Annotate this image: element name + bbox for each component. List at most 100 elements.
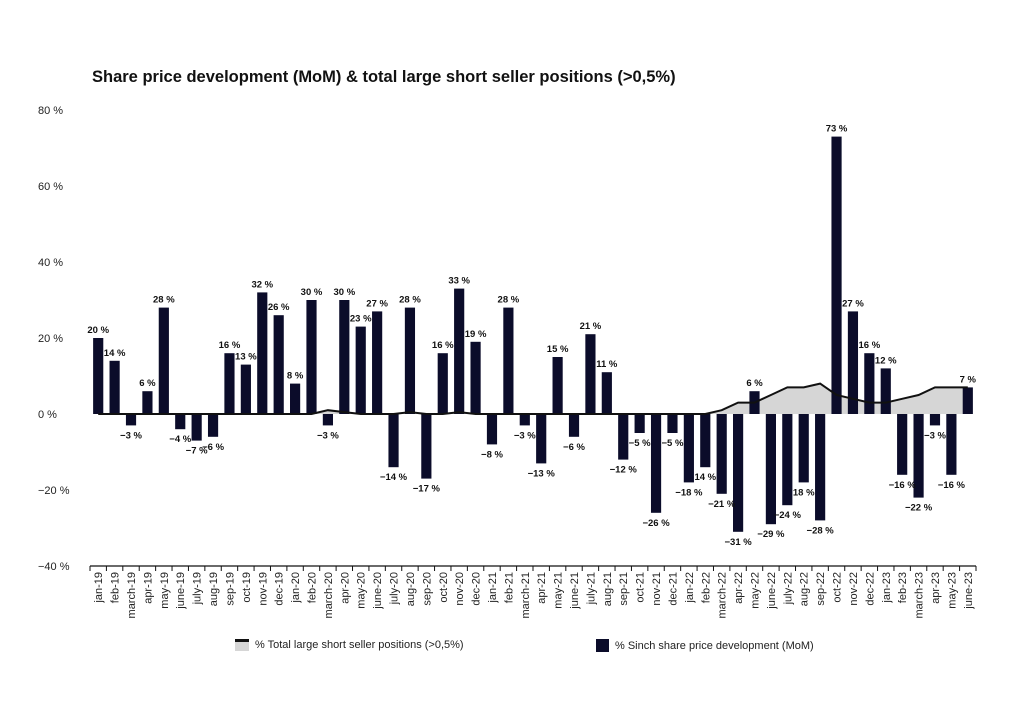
x-tick-label: june-21: [569, 572, 581, 610]
x-tick-label: oct-21: [635, 572, 647, 603]
x-tick-label: march-21: [520, 572, 532, 618]
x-tick-label: jan-20: [290, 572, 302, 604]
x-tick-label: dec-19: [274, 572, 286, 606]
y-axis: −40 % −20 % 0 % 20 % 40 % 60 % 80 %: [38, 105, 70, 573]
bar-value-label: 14 %: [694, 472, 716, 483]
bar-value-label: 16 %: [859, 340, 881, 351]
bar-value-label: −5 %: [662, 438, 684, 449]
bar-value-label: −13 %: [528, 468, 556, 479]
bar-value-label: 28 %: [399, 295, 421, 306]
bar-value-label: −29 %: [757, 529, 785, 540]
x-tick-label: sep-19: [224, 572, 236, 606]
bar-value-label: 6 %: [139, 378, 156, 389]
bar-march-21: [519, 414, 530, 426]
bar-value-label: −26 %: [642, 518, 670, 529]
bar-apr-19: [142, 391, 153, 414]
bar-june-19: [175, 414, 186, 430]
bar-value-label: −4 %: [169, 434, 191, 445]
bar-value-label: 12 %: [875, 355, 897, 366]
legend-swatch-bar: [596, 639, 609, 652]
bar-sep-20: [421, 414, 432, 479]
bar-nov-20: [454, 288, 465, 414]
bar-aug-20: [404, 307, 416, 414]
bar-oct-19: [240, 364, 251, 414]
x-tick-label: march-19: [126, 572, 138, 618]
bar-dec-19: [273, 315, 284, 414]
bar-march-20: [322, 414, 333, 426]
short-positions-line: [98, 382, 968, 415]
bar-value-label: −16 %: [889, 480, 917, 491]
x-tick-label: dec-21: [667, 572, 679, 606]
bar-value-label: 6 %: [746, 378, 763, 389]
legend-swatch-area: [235, 639, 249, 651]
x-tick-label: nov-21: [651, 572, 663, 606]
bar-value-label: −8 %: [481, 449, 503, 460]
x-tick-label: nov-19: [257, 572, 269, 606]
x-tick-label: aug-19: [208, 572, 220, 606]
bar-value-label: 21 %: [580, 321, 602, 332]
bar-jan-21: [486, 414, 498, 445]
bar-value-label: 14 %: [104, 348, 126, 359]
bar-value-label: 8 %: [287, 371, 304, 382]
bar-value-label: 19 %: [465, 329, 487, 340]
bar-value-label: 15 %: [547, 344, 569, 355]
bar-value-label: 28 %: [153, 295, 175, 306]
x-tick-label: apr-19: [142, 572, 154, 604]
bar-nov-19: [257, 292, 268, 414]
x-tick-label: feb-23: [897, 572, 909, 603]
bar-value-label: −12 %: [610, 465, 638, 476]
x-tick-label: jan-21: [487, 572, 499, 604]
bar-value-label: −5 %: [629, 438, 651, 449]
bar-nov-21: [650, 414, 662, 513]
bar-aug-21: [601, 372, 612, 414]
bar-value-label: 20 %: [87, 325, 109, 336]
x-tick-label: june-23: [963, 572, 975, 610]
x-tick-label: feb-22: [700, 572, 712, 603]
bar-jan-19: [93, 338, 104, 414]
bar-aug-19: [207, 414, 219, 437]
bar-value-label: 32 %: [251, 279, 273, 290]
bar-value-label: −16 %: [938, 480, 966, 491]
legend-item-short-positions: % Total large short seller positions (>0…: [235, 639, 464, 651]
chart-title: Share price development (MoM) & total la…: [92, 68, 676, 86]
bar-feb-19: [109, 360, 120, 414]
x-tick-label: sep-21: [618, 572, 630, 606]
bar-value-label: 27 %: [842, 298, 864, 309]
share-price-bars: [93, 136, 973, 532]
bar-value-label: 73 %: [826, 124, 848, 135]
bar-value-label: −7 %: [186, 446, 208, 457]
bar-feb-20: [306, 300, 317, 414]
x-tick-label: aug-22: [799, 572, 811, 606]
bar-july-22: [782, 414, 793, 506]
bar-jan-20: [290, 383, 301, 414]
legend-label-short-positions: % Total large short seller positions (>0…: [255, 639, 464, 651]
bar-feb-23: [897, 414, 908, 475]
bar-oct-21: [634, 414, 645, 433]
x-tick-label: july-19: [192, 572, 204, 605]
x-tick-label: apr-23: [930, 572, 942, 604]
x-axis: jan-19 feb-19 march-19 apr-19 may-19 june-19 j…: [89, 565, 977, 618]
bar-jan-22: [683, 414, 694, 483]
x-tick-label: nov-22: [848, 572, 860, 606]
y-tick-label: 80 %: [38, 105, 63, 117]
bar-value-label: −28 %: [807, 525, 835, 536]
x-tick-label: jan-22: [684, 572, 696, 604]
bar-may-19: [158, 307, 169, 414]
bar-value-label: −31 %: [724, 537, 752, 548]
bar-june-21: [568, 414, 580, 437]
bar-value-label: 16 %: [219, 340, 241, 351]
x-tick-label: july-20: [389, 572, 401, 605]
bar-july-21: [585, 334, 596, 414]
bar-nov-22: [847, 311, 859, 414]
bar-value-label: −17 %: [413, 484, 441, 495]
x-tick-label: aug-21: [602, 572, 614, 606]
bar-value-label: 26 %: [268, 302, 290, 313]
x-tick-label: apr-20: [339, 572, 351, 604]
bar-sep-19: [224, 353, 235, 414]
y-tick-label: 60 %: [38, 181, 63, 193]
x-tick-label: aug-20: [405, 572, 417, 606]
x-tick-label: oct-22: [832, 572, 844, 603]
bar-value-label: 16 %: [432, 340, 454, 351]
bar-apr-23: [929, 414, 941, 426]
